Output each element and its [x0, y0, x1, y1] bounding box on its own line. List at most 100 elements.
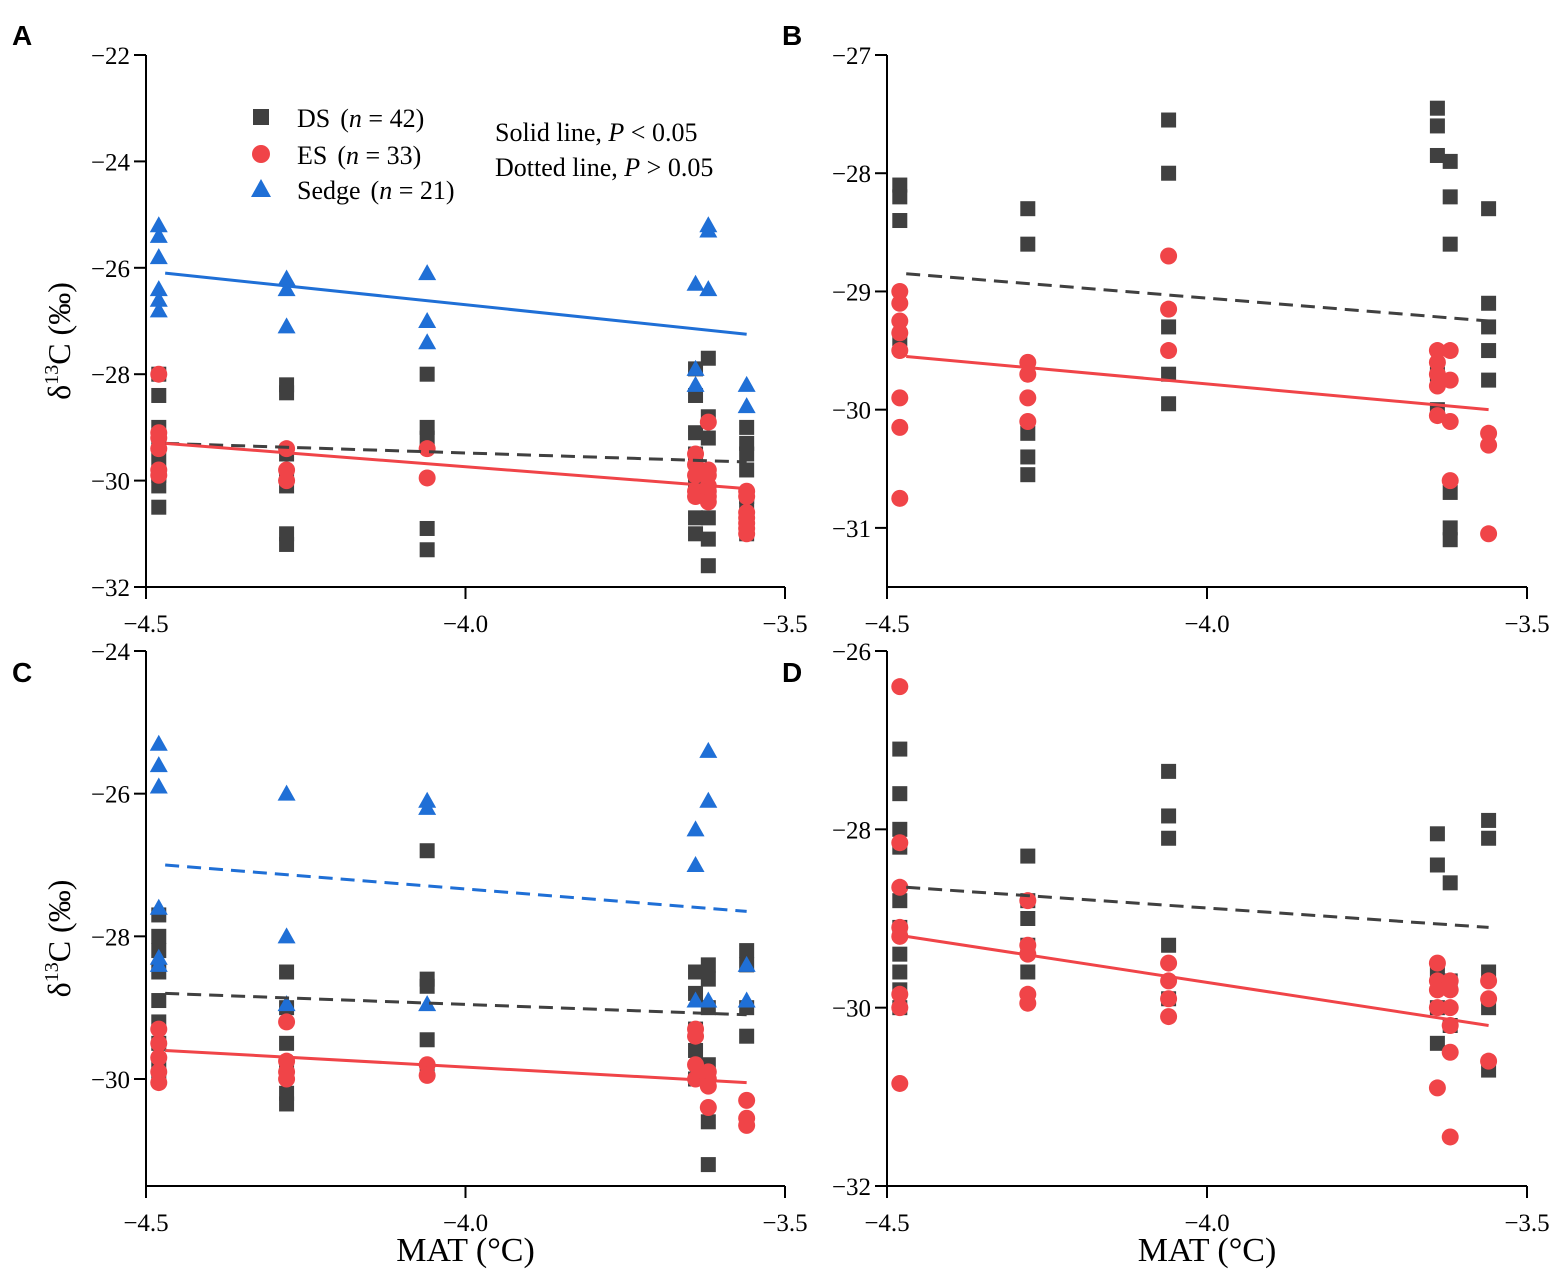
ds-point: [892, 189, 908, 205]
x-tick-label: −4.0: [443, 611, 488, 638]
sedge-point: [699, 741, 718, 758]
legend-marker-ds: [253, 109, 269, 125]
sedge-point: [149, 734, 168, 751]
sedge-point: [686, 856, 705, 872]
sedge-point: [149, 756, 168, 773]
es-point: [891, 927, 909, 945]
es-point: [1480, 990, 1498, 1008]
ds-point: [1429, 100, 1445, 116]
es-point: [150, 1034, 168, 1052]
x-tick-label: −4.5: [864, 1210, 909, 1237]
legend-marker-es: [252, 145, 270, 163]
y-tick-label: −26: [91, 256, 130, 283]
sedge-point: [149, 301, 168, 318]
es-point: [418, 1066, 436, 1084]
es-point: [278, 1070, 296, 1088]
y-tick-label: −32: [832, 1174, 871, 1201]
panel-D: D −32 −30 −28 −26 −4.5 −4.0 −3.5 MAT (°C): [782, 639, 1550, 1269]
y-tick-label: −28: [832, 817, 871, 844]
sedge-point: [277, 927, 296, 944]
es-point: [891, 294, 909, 312]
ds-point: [892, 821, 908, 837]
es-point: [891, 489, 909, 507]
series-ds: [892, 741, 1497, 1078]
es-point: [891, 282, 909, 300]
ds-point: [1442, 532, 1458, 548]
ds-point: [1020, 964, 1036, 980]
es-point: [738, 525, 756, 543]
es-point: [687, 1027, 705, 1045]
ds-point: [700, 957, 716, 973]
ds-point: [151, 993, 167, 1009]
legend-label: ES (n = 33): [297, 141, 421, 170]
ds-point: [1161, 165, 1177, 181]
es-point: [1428, 1079, 1446, 1097]
es-point: [1480, 424, 1498, 442]
es-point: [1441, 999, 1459, 1017]
series-ds: [151, 843, 755, 1173]
ds-point: [151, 499, 167, 515]
es-point: [1441, 981, 1459, 999]
es-point: [278, 1013, 296, 1031]
ds-point: [700, 350, 716, 366]
es-point: [1428, 342, 1446, 360]
ds-point: [1429, 118, 1445, 134]
ds-point: [1020, 848, 1036, 864]
ds-point: [1481, 295, 1497, 311]
es-point: [418, 469, 436, 487]
es-point: [1441, 472, 1459, 490]
ds-point: [1442, 484, 1458, 500]
sedge-point: [418, 798, 437, 815]
ds-point: [739, 446, 755, 462]
y-tick-label: −26: [91, 782, 130, 809]
regression-line-sedge: [165, 863, 747, 913]
regression-line-ds: [906, 272, 1489, 323]
series-ds: [151, 350, 755, 574]
panel-B: B −31 −30 −29 −28 −27 −4.5 −4.0 −3.5: [782, 20, 1550, 638]
es-point: [687, 466, 705, 484]
es-point: [738, 1116, 756, 1134]
es-point: [1441, 371, 1459, 389]
ds-point: [1020, 201, 1036, 217]
ds-point: [151, 928, 167, 944]
series-ds: [892, 100, 1497, 548]
ds-point: [279, 964, 295, 980]
ds-point: [1161, 937, 1177, 953]
es-point: [150, 1049, 168, 1067]
es-point: [1160, 342, 1178, 360]
ds-point: [739, 462, 755, 478]
ds-point: [892, 964, 908, 980]
x-tick-label: −4.5: [123, 611, 168, 638]
sedge-point: [418, 264, 437, 281]
regression-line-es: [165, 1048, 747, 1085]
ds-point: [700, 531, 716, 547]
y-tick-label: −26: [832, 639, 871, 666]
es-point: [1428, 407, 1446, 425]
sedge-point: [686, 375, 705, 392]
y-axis-label-rest: C (‰): [41, 880, 77, 963]
panel-A: A −32 −30 −28 −26 −24 −22 −4.5 −4.0 −3.5 δ13C (‰) D…: [12, 20, 808, 638]
ds-point: [892, 741, 908, 757]
ds-point: [892, 893, 908, 909]
sedge-point: [737, 397, 756, 414]
es-point: [1480, 1052, 1498, 1070]
legend-label: Sedge (n = 21): [297, 176, 455, 205]
es-point: [1160, 1008, 1178, 1026]
es-point: [1160, 300, 1178, 318]
ds-point: [700, 971, 716, 987]
sedge-point: [699, 280, 718, 297]
ds-point: [739, 419, 755, 435]
ds-point: [419, 843, 435, 859]
ds-point: [1442, 875, 1458, 891]
es-point: [1428, 954, 1446, 972]
es-point: [1428, 365, 1446, 383]
ds-point: [1442, 189, 1458, 205]
ds-point: [1161, 808, 1177, 824]
ds-point: [892, 946, 908, 962]
x-tick-label: −4.0: [443, 1210, 488, 1237]
y-tick-label: −30: [832, 996, 871, 1023]
y-tick-label: −24: [91, 149, 131, 176]
ds-point: [1161, 366, 1177, 382]
ds-point: [419, 1032, 435, 1048]
es-point: [1480, 525, 1498, 543]
